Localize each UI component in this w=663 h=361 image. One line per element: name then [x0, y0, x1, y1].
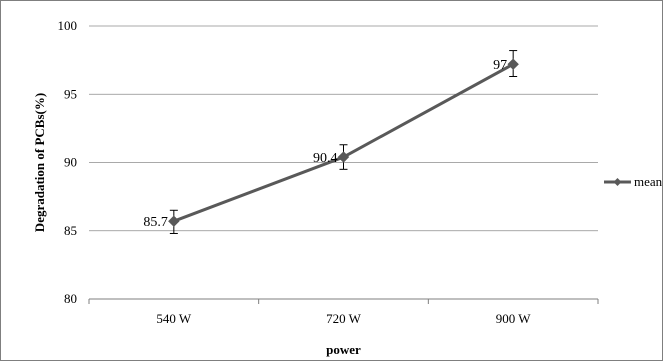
series-group: 85.7 90.4 97	[143, 50, 519, 234]
x-axis-ticks: 540 W 720 W 900 W	[88, 299, 599, 326]
data-label-1: 90.4	[313, 151, 338, 166]
x-tick-label-1: 720 W	[326, 311, 362, 326]
y-tick-label-90: 90	[64, 155, 77, 170]
x-tick-label-0: 540 W	[156, 311, 192, 326]
gridlines	[89, 25, 598, 232]
y-axis-title: Degradation of PCBs(%)	[32, 93, 47, 232]
data-point-0	[168, 215, 180, 227]
data-label-2: 97	[493, 58, 507, 73]
y-tick-label-80: 80	[64, 291, 77, 306]
data-label-0: 85.7	[143, 215, 168, 230]
y-axis-ticks: 80 85 90 95 100	[58, 18, 78, 306]
data-point-1	[337, 151, 350, 163]
y-tick-label-95: 95	[64, 86, 77, 101]
y-tick-label-85: 85	[64, 223, 77, 238]
x-axis-title: power	[326, 342, 361, 357]
data-point-2	[507, 58, 519, 70]
y-tick-label-100: 100	[58, 18, 78, 33]
legend-marker-mean	[613, 178, 622, 186]
legend: mean	[604, 174, 663, 189]
x-tick-label-2: 900 W	[496, 311, 532, 326]
legend-label-mean: mean	[634, 174, 663, 189]
